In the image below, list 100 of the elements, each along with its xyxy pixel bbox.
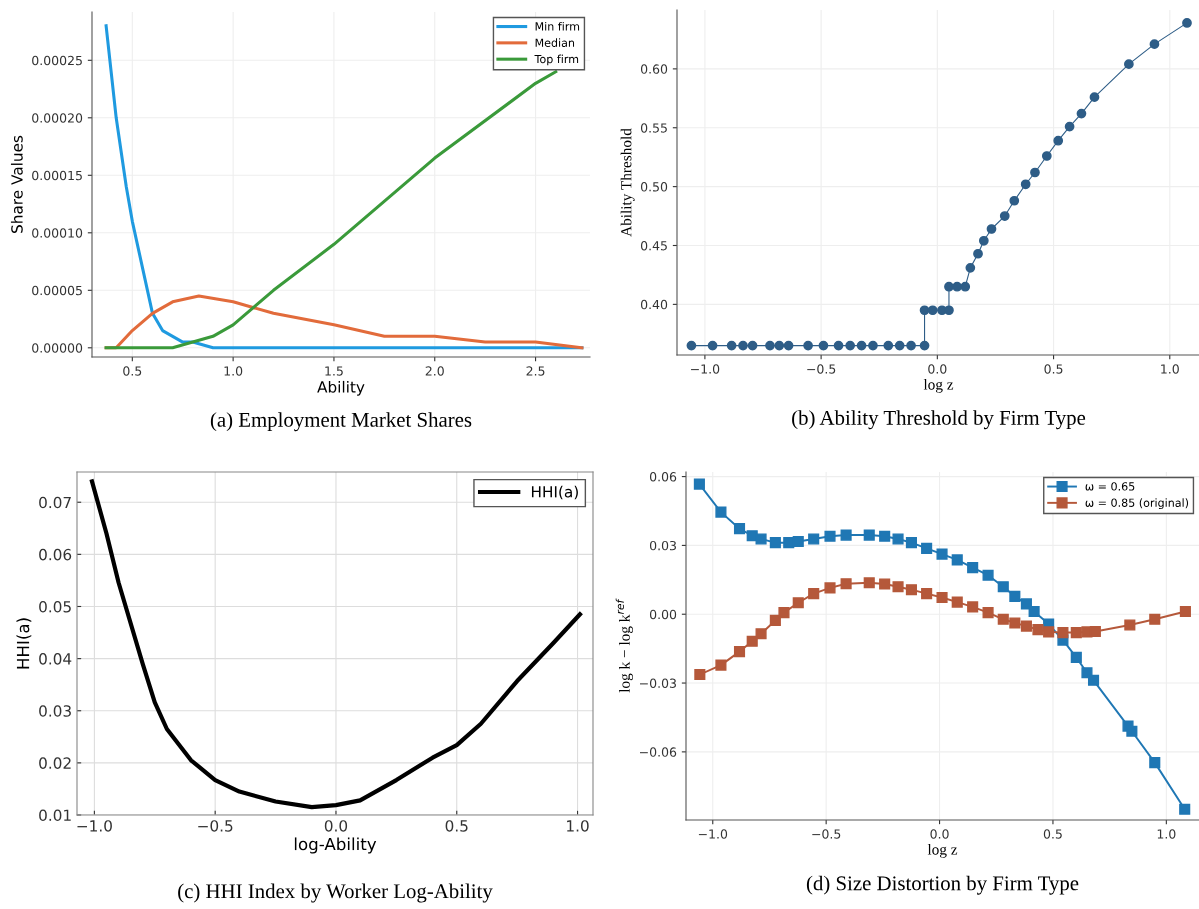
point bbox=[1179, 605, 1191, 618]
point bbox=[863, 529, 875, 541]
y-tick-label: 0.40 bbox=[640, 299, 668, 310]
point bbox=[715, 659, 727, 671]
point bbox=[765, 340, 775, 351]
point bbox=[951, 596, 963, 608]
y-tick-label: 0.00005 bbox=[32, 285, 82, 296]
point bbox=[1043, 626, 1055, 638]
line-series bbox=[89, 479, 583, 810]
x-axis-title: log z bbox=[927, 843, 958, 858]
point bbox=[965, 263, 976, 273]
point bbox=[1057, 627, 1069, 639]
point bbox=[906, 340, 916, 351]
y-tick-label: 0.06 bbox=[649, 472, 677, 482]
point bbox=[1009, 617, 1021, 629]
point bbox=[1009, 590, 1021, 602]
point bbox=[778, 607, 790, 619]
point bbox=[894, 340, 905, 351]
legend-label: ω = 0.85 (original) bbox=[1085, 498, 1189, 510]
point bbox=[783, 340, 794, 351]
point bbox=[792, 597, 804, 609]
point bbox=[1020, 620, 1032, 632]
y-tick-label: 0.00 bbox=[649, 609, 677, 620]
y-tick-label: 0.04 bbox=[39, 653, 72, 665]
point bbox=[944, 305, 954, 316]
point bbox=[1076, 108, 1087, 119]
point bbox=[967, 601, 979, 613]
point bbox=[1020, 179, 1031, 190]
point bbox=[755, 533, 767, 545]
point bbox=[1149, 39, 1160, 50]
point bbox=[921, 588, 933, 600]
point bbox=[1053, 135, 1064, 146]
point bbox=[936, 548, 948, 560]
point bbox=[1179, 803, 1191, 815]
point bbox=[1126, 725, 1138, 737]
point bbox=[973, 248, 983, 259]
point bbox=[997, 581, 1009, 593]
x-tick-label: −0.5 bbox=[198, 820, 233, 832]
point bbox=[824, 530, 836, 542]
x-tick-label: 0.5 bbox=[123, 366, 142, 376]
x-axis-title: Ability bbox=[317, 380, 365, 396]
point bbox=[808, 588, 820, 600]
point bbox=[856, 340, 867, 351]
point bbox=[944, 281, 954, 292]
point bbox=[840, 578, 852, 590]
point bbox=[997, 613, 1009, 625]
y-tick-label: 0.03 bbox=[649, 540, 676, 551]
point bbox=[1070, 651, 1082, 663]
y-tick-label: −0.06 bbox=[639, 747, 677, 757]
x-tick-label: −1.0 bbox=[691, 364, 720, 374]
point bbox=[1041, 151, 1052, 161]
text: (b) Ability Threshold by Firm Type bbox=[792, 410, 1086, 430]
point bbox=[733, 523, 746, 535]
point bbox=[824, 582, 836, 594]
legend-label: Min firm bbox=[535, 22, 580, 31]
point bbox=[892, 581, 904, 593]
point bbox=[715, 506, 727, 518]
point bbox=[693, 478, 705, 490]
legend-label: Top firm bbox=[534, 54, 579, 66]
y-tick-label: 0.03 bbox=[39, 705, 71, 717]
y-tick-label: 0.00000 bbox=[32, 343, 83, 353]
point bbox=[936, 591, 948, 604]
point bbox=[967, 562, 979, 574]
point bbox=[919, 305, 930, 316]
y-tick-label: 0.07 bbox=[39, 496, 71, 509]
x-tick-label: −1.0 bbox=[77, 820, 112, 832]
y-axis-title: log k − log k$^{ref}$ bbox=[615, 598, 633, 693]
point bbox=[774, 340, 785, 351]
y-tick-label: 0.45 bbox=[640, 240, 667, 251]
y-tick-label: 0.00020 bbox=[32, 113, 83, 123]
point bbox=[726, 340, 737, 351]
x-tick-label: 0.5 bbox=[1043, 829, 1062, 839]
point bbox=[883, 340, 894, 351]
point bbox=[686, 340, 697, 351]
point bbox=[746, 635, 758, 647]
legend-label: HHI(a) bbox=[531, 485, 578, 500]
y-axis-title: Ability Threshold bbox=[620, 128, 635, 237]
point bbox=[733, 646, 746, 658]
point bbox=[1032, 624, 1044, 636]
point bbox=[919, 340, 930, 351]
y-tick-label: 0.00025 bbox=[32, 55, 82, 66]
point bbox=[1089, 625, 1101, 637]
x-tick-label: 1.0 bbox=[567, 820, 589, 832]
point bbox=[1124, 619, 1136, 631]
x-tick-label: 2.0 bbox=[425, 366, 444, 376]
point bbox=[892, 533, 904, 545]
point bbox=[1009, 195, 1020, 206]
point bbox=[868, 340, 878, 351]
point bbox=[905, 584, 917, 596]
point bbox=[792, 535, 804, 548]
point bbox=[921, 542, 933, 554]
legend-label: Median bbox=[535, 38, 575, 47]
point bbox=[1028, 605, 1040, 618]
point bbox=[783, 537, 795, 549]
legend-label: ω = 0.65 bbox=[1085, 482, 1135, 491]
x-tick-label: 1.0 bbox=[1161, 364, 1179, 374]
text: (d) Size Distortion by Firm Type bbox=[806, 875, 1079, 895]
x-tick-label: 0.0 bbox=[324, 820, 348, 832]
point bbox=[1064, 121, 1075, 132]
x-tick-label: 0.0 bbox=[930, 829, 949, 839]
